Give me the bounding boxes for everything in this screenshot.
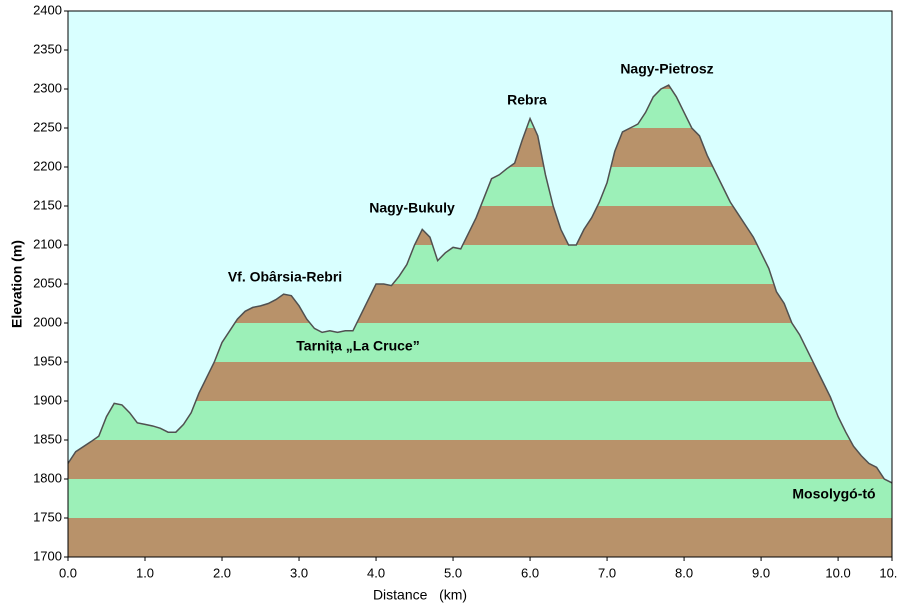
peak-label: Tarnița „La Cruce” (296, 338, 419, 354)
y-tick-label: 2350 (33, 41, 62, 56)
y-tick-label: 2250 (33, 119, 62, 134)
peak-label: Nagy-Bukuly (369, 200, 455, 216)
y-tick-label: 1850 (33, 431, 62, 446)
x-tick-label: 1.0 (136, 565, 154, 580)
x-tick-label: 9.0 (752, 565, 770, 580)
y-tick-label: 2100 (33, 236, 62, 251)
elevation-band (68, 518, 892, 557)
elevation-line (67, 84, 893, 484)
y-tick-label: 2300 (33, 80, 62, 95)
peak-label: Nagy-Pietrosz (620, 61, 713, 77)
y-tick-label: 1700 (33, 548, 62, 563)
x-tick-label: 2.0 (213, 565, 231, 580)
peak-label: Mosolygó-tó (792, 486, 875, 502)
y-axis-label: Elevation (m) (9, 240, 25, 328)
y-tick-label: 2200 (33, 158, 62, 173)
y-tick-label: 1800 (33, 470, 62, 485)
y-tick-label: 1950 (33, 353, 62, 368)
x-tick-label: 7.0 (598, 565, 616, 580)
x-tick-label: 5.0 (444, 565, 462, 580)
x-tick-label: 10.0 (825, 565, 850, 580)
x-axis-label: Distance (km) (373, 587, 467, 603)
y-tick-label: 2400 (33, 2, 62, 17)
x-tick-label: 4.0 (367, 565, 385, 580)
elevation-band (68, 440, 892, 479)
x-tick-label: 6.0 (521, 565, 539, 580)
peak-label: Rebra (507, 92, 547, 108)
x-tick-label: 10.7 (879, 565, 897, 580)
y-tick-label: 2050 (33, 275, 62, 290)
elevation-band (68, 401, 892, 440)
y-tick-label: 1900 (33, 392, 62, 407)
elevation-band (68, 479, 892, 518)
peak-label: Vf. Obârsia-Rebri (228, 269, 342, 285)
y-tick-label: 1750 (33, 509, 62, 524)
x-tick-label: 8.0 (675, 565, 693, 580)
x-tick-label: 0.0 (59, 565, 77, 580)
y-tick-label: 2150 (33, 197, 62, 212)
x-tick-label: 3.0 (290, 565, 308, 580)
y-tick-label: 2000 (33, 314, 62, 329)
